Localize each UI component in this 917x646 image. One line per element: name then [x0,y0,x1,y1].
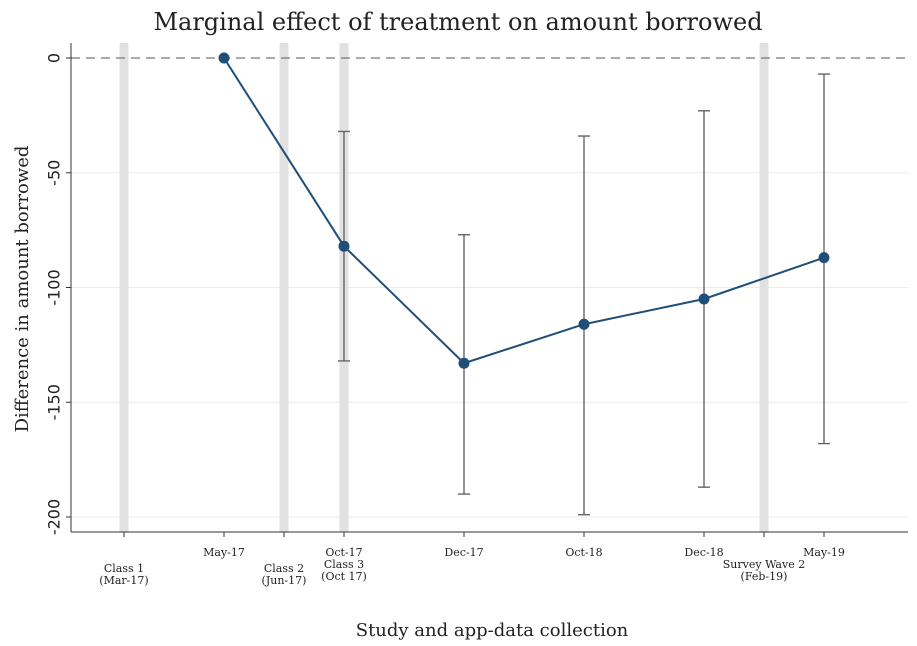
x-tick-label: Oct-18 [565,546,602,559]
x-tick-label: Dec-17 [444,546,483,559]
tick-labels: 0 -50 -100 -150 -200 Class 1(Mar-17) May-17 Cla… [45,53,845,587]
y-tick-label: -200 [45,499,64,535]
data-point [458,357,470,369]
x-tick-label: Class 2 [264,562,304,575]
x-tick-label: (Feb-19) [741,570,788,583]
series-line [223,57,825,365]
x-tick-label: Class 1 [104,562,144,575]
data-point [218,52,230,64]
x-tick-label: Oct-17 [325,546,362,559]
y-tick-label: 0 [45,53,64,63]
y-tick-label: -50 [45,160,64,186]
y-axis-title: Difference in amount borrowed [12,146,33,433]
x-tick-label: Dec-18 [684,546,723,559]
event-band [759,43,769,532]
data-point [338,240,350,252]
data-point [578,318,590,330]
x-tick-label: Survey Wave 2 [723,558,805,571]
x-axis-title: Study and app-data collection [356,620,629,641]
chart-title: Marginal effect of treatment on amount b… [153,8,762,36]
x-tick-label: (Jun-17) [262,574,307,587]
event-band [279,43,289,532]
y-tick-label: -100 [45,269,64,305]
data-point [818,252,830,264]
data-point [698,293,710,305]
x-tick-label: May-19 [803,546,845,559]
x-tick-label: Class 3 [324,558,364,571]
event-band [119,43,129,532]
x-tick-label: (Oct 17) [321,570,367,583]
y-tick-label: -150 [45,384,64,420]
series [218,52,830,369]
x-tick-label: (Mar-17) [99,574,148,587]
x-tick-label: May-17 [203,546,245,559]
axes [66,43,908,537]
